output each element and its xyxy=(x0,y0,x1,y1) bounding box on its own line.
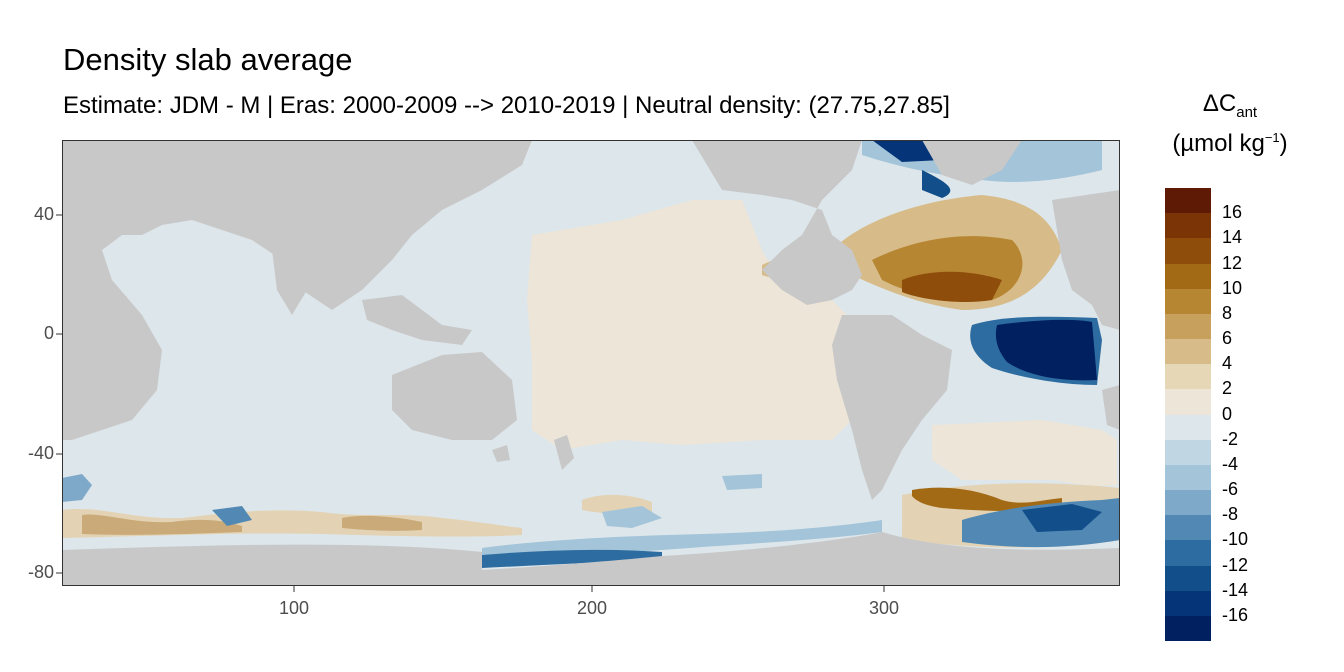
legend-color-swatch xyxy=(1165,188,1211,214)
legend-label: 14 xyxy=(1222,227,1243,248)
eurasia-land xyxy=(122,140,532,310)
y-tick-label: 0 xyxy=(43,323,54,343)
southern-ocean-blue-patch-w xyxy=(62,474,92,502)
legend-label: -8 xyxy=(1222,504,1239,525)
pacific-warm-region xyxy=(527,200,862,450)
legend-color-swatch xyxy=(1165,288,1211,315)
india-land xyxy=(272,250,307,315)
legend-label: 12 xyxy=(1222,252,1243,273)
southern-ocean-brown-patch-2 xyxy=(342,515,422,531)
legend-label: -14 xyxy=(1222,579,1249,600)
y-tick-marks xyxy=(56,214,62,574)
legend-color-swatch xyxy=(1165,565,1211,592)
legend-units-sup: −1 xyxy=(1264,129,1280,145)
x-tick-label: 200 xyxy=(576,598,608,618)
legend-label: -2 xyxy=(1222,428,1239,449)
australia-land xyxy=(392,352,517,440)
legend-color-swatch xyxy=(1165,414,1211,441)
south-atlantic-warm-region xyxy=(932,420,1117,490)
x-tick-marks xyxy=(293,586,885,592)
antarctica-land xyxy=(62,532,1120,586)
plot-title: Density slab average xyxy=(63,42,353,77)
ross-sea-blue-band xyxy=(482,549,662,568)
legend-label: -6 xyxy=(1222,479,1239,499)
legend-color-swatch xyxy=(1165,313,1211,340)
map-svg xyxy=(62,140,1120,586)
panel-border xyxy=(62,140,1120,586)
equatorial-atlantic-dark-blue-core xyxy=(995,319,1097,381)
legend-colorbar xyxy=(1165,188,1211,642)
maritime-asia-land xyxy=(362,295,472,345)
legend-label: 8 xyxy=(1222,302,1233,323)
tasmania-land xyxy=(492,445,510,462)
land-masses xyxy=(62,140,1120,586)
new-zealand-land xyxy=(554,435,574,470)
legend-title: ΔCant (µmol kg−1) xyxy=(1160,85,1300,163)
legend-color-swatch xyxy=(1165,263,1211,290)
y-tick-label: -80 xyxy=(27,562,54,582)
legend-color-swatch xyxy=(1165,339,1211,365)
southern-africa-land xyxy=(1102,385,1120,430)
southern-ocean-blue-patch-3 xyxy=(722,474,762,490)
legend-label: -16 xyxy=(1222,604,1249,625)
legend-label: 6 xyxy=(1222,328,1233,348)
legend-label: -12 xyxy=(1222,554,1249,575)
legend-label: 2 xyxy=(1222,378,1233,399)
legend-label: 4 xyxy=(1222,353,1233,374)
southern-ocean-blue-patch xyxy=(212,506,252,526)
southern-ocean-blue-patch-2 xyxy=(602,506,662,528)
legend-color-swatch xyxy=(1165,515,1211,541)
nordic-seas-blue-strait xyxy=(922,170,951,198)
legend-color-swatch xyxy=(1165,615,1211,642)
north-america-land xyxy=(692,140,862,305)
legend-units-prefix: (µmol kg xyxy=(1172,129,1265,157)
map-panel xyxy=(62,140,1120,586)
legend-label: -10 xyxy=(1222,529,1249,550)
plot-subtitle: Estimate: JDM - M | Eras: 2000-2009 --> … xyxy=(63,92,950,119)
legend-color-swatch xyxy=(1165,213,1211,239)
y-tick-label: -40 xyxy=(27,443,54,463)
x-tick-label: 300 xyxy=(868,598,900,618)
legend-color-swatch xyxy=(1165,238,1211,264)
greenland-land xyxy=(922,140,1022,185)
weddell-brown-band xyxy=(912,487,1062,511)
legend-title-sub: ant xyxy=(1236,103,1258,121)
north-atlantic-dark-brown-region xyxy=(902,271,1002,303)
weddell-dark-blue-region xyxy=(1022,504,1102,532)
legend-units-suffix: ) xyxy=(1279,129,1288,157)
legend-color-swatch xyxy=(1165,464,1211,491)
europe-africa-land xyxy=(1052,190,1120,330)
legend-label: 0 xyxy=(1222,403,1233,424)
legend-color-swatch xyxy=(1165,439,1211,466)
south-america-land xyxy=(832,315,952,500)
legend-label: 10 xyxy=(1222,277,1243,298)
legend-label: 16 xyxy=(1222,202,1243,223)
x-tick-label: 100 xyxy=(278,598,310,618)
southern-ocean-brown-patch xyxy=(82,514,242,535)
legend-color-swatch xyxy=(1165,364,1211,390)
legend-color-swatch xyxy=(1165,540,1211,566)
legend-color-swatch xyxy=(1165,389,1211,415)
legend-title-main: ΔC xyxy=(1202,90,1237,117)
legend-label: -4 xyxy=(1222,453,1239,474)
legend-color-swatch xyxy=(1165,590,1211,617)
africa-land xyxy=(62,140,162,440)
y-tick-label: 40 xyxy=(33,204,54,224)
legend-color-swatch xyxy=(1165,490,1211,516)
